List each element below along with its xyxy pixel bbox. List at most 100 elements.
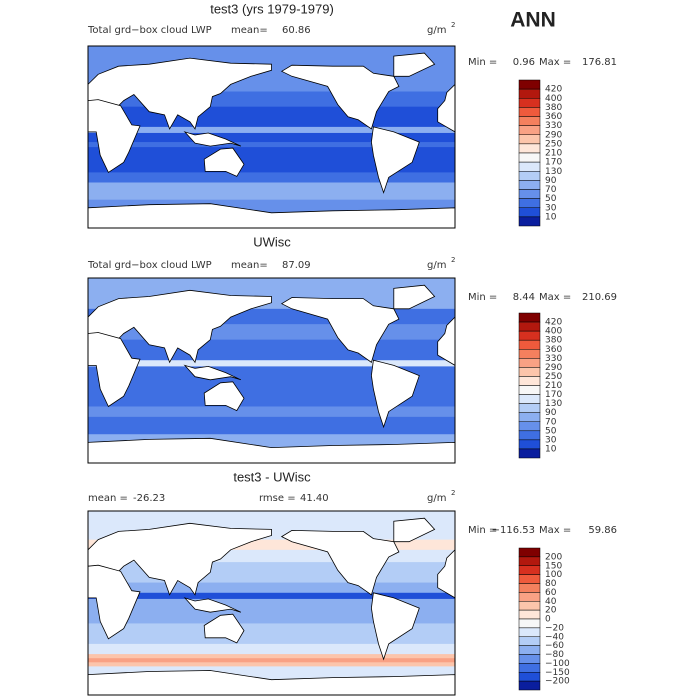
landmass <box>370 126 420 194</box>
max-value: 210.69 <box>582 292 617 303</box>
landmass <box>203 381 245 412</box>
colorbar-box <box>518 385 541 395</box>
field-description: Total grd−box cloud LWP <box>87 260 212 271</box>
colorbar-label: 80 <box>545 579 557 589</box>
colorbar-label: 70 <box>545 185 557 195</box>
colorbar-box <box>518 330 541 341</box>
colorbar-box <box>518 125 541 135</box>
landmass <box>88 522 272 596</box>
colorbar-label: 60 <box>545 588 557 598</box>
landmass <box>370 592 420 661</box>
min-label: Min = <box>468 57 497 68</box>
colorbar-label: 380 <box>545 103 562 113</box>
landmass <box>88 564 141 640</box>
min-value: 0.96 <box>513 57 535 68</box>
colorbar-label: 40 <box>545 597 557 607</box>
colorbar-label: 90 <box>545 408 557 418</box>
landmass <box>437 316 455 366</box>
units-exponent: 2 <box>451 256 455 264</box>
colorbar-box <box>518 680 541 691</box>
landmass <box>280 64 400 130</box>
colorbar-label: 100 <box>545 570 562 580</box>
colorbar-box <box>518 556 541 566</box>
stat-label: mean= <box>231 25 268 36</box>
colorbar-label: −150 <box>545 668 570 678</box>
stat-value: 60.86 <box>282 25 311 36</box>
colorbar-box <box>518 79 541 90</box>
colorbar-label: 50 <box>545 194 557 204</box>
panel-title: UWisc <box>253 234 291 249</box>
map-frame <box>87 510 456 696</box>
colorbar-box <box>518 207 541 218</box>
landmass <box>88 57 272 130</box>
colorbar-box <box>518 98 541 108</box>
colorbar-label: 250 <box>545 372 562 382</box>
colorbar-label: 380 <box>545 336 562 346</box>
colorbar-box <box>518 312 541 323</box>
map <box>88 511 455 695</box>
map-frame <box>87 277 456 464</box>
colorbar-box <box>518 161 541 172</box>
colorbar-label: 170 <box>545 390 562 400</box>
colorbar-box <box>518 565 541 575</box>
max-label: Max = <box>539 57 571 68</box>
colorbar-label: 420 <box>545 318 562 328</box>
field-band <box>88 360 455 367</box>
colorbar-box <box>518 601 541 611</box>
landmass <box>88 670 455 695</box>
colorbar-box <box>518 645 541 655</box>
colorbar-box <box>518 403 541 413</box>
colorbar-label: 330 <box>545 354 562 364</box>
colorbar-label: 420 <box>545 85 562 95</box>
stat-value: 41.40 <box>300 493 329 504</box>
colorbar-label: 130 <box>545 399 562 409</box>
landmass <box>183 131 242 147</box>
colorbar-label: −100 <box>545 659 570 669</box>
stat-label: mean= <box>231 260 268 271</box>
colorbar-box <box>518 448 541 459</box>
field-band <box>88 539 455 550</box>
stat-value: 87.09 <box>282 260 311 271</box>
landmass <box>280 297 400 363</box>
colorbar-label: 30 <box>545 435 557 445</box>
colorbar-box <box>518 88 541 99</box>
panel-title: test3 - UWisc <box>233 469 311 484</box>
colorbar-box <box>518 583 541 593</box>
colorbar-box <box>518 574 541 584</box>
max-value: 59.86 <box>588 525 617 536</box>
colorbar-label: 90 <box>545 176 557 186</box>
panel-title: test3 (yrs 1979-1979) <box>210 1 334 16</box>
colorbar-label: 360 <box>545 112 562 122</box>
landmass <box>88 289 272 364</box>
colorbar-label: 70 <box>545 417 557 427</box>
colorbar-box <box>518 394 541 404</box>
landmass <box>88 332 141 408</box>
field-band <box>88 142 455 148</box>
landmass <box>88 437 455 463</box>
colorbar-box <box>518 171 541 181</box>
colorbar-box <box>518 180 541 190</box>
landmass <box>437 83 455 133</box>
colorbar-label: 130 <box>545 167 562 177</box>
colorbar-box <box>518 116 541 126</box>
colorbar-box <box>518 339 541 350</box>
colorbar-label: −20 <box>545 623 564 633</box>
colorbar-label: −40 <box>545 632 564 642</box>
colorbar-box <box>518 609 541 620</box>
colorbar-box <box>518 618 541 629</box>
colorbar-label: 200 <box>545 552 562 562</box>
landmass <box>203 147 245 177</box>
max-label: Max = <box>539 292 571 303</box>
landmass <box>370 359 420 429</box>
field-band <box>88 126 455 133</box>
colorbar-box <box>518 367 541 377</box>
colorbar-box <box>518 672 541 682</box>
colorbar-label: 20 <box>545 606 557 616</box>
colorbar-label: 400 <box>545 327 562 337</box>
landmass <box>437 549 455 599</box>
colorbar-label: 210 <box>545 381 562 391</box>
stat-label: rmse = <box>259 493 296 504</box>
units: g/m <box>427 25 446 36</box>
field-band <box>88 182 455 200</box>
